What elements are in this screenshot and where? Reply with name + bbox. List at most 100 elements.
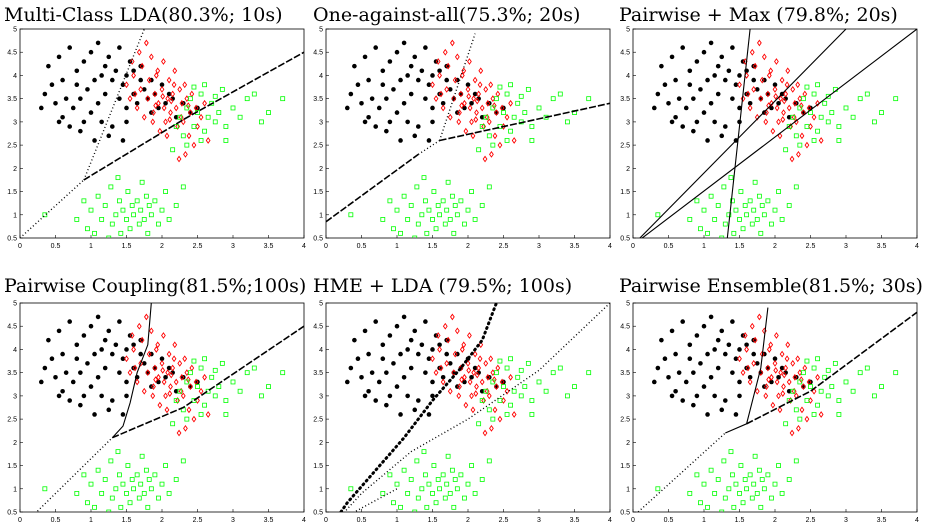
data-point-dot [60,114,65,120]
data-point-dot [673,114,678,120]
data-point-diamond [474,383,479,390]
data-point-dot [676,96,682,101]
data-point-square [515,100,521,106]
data-point-dot [652,379,657,385]
data-point-dot [426,356,432,362]
data-point-diamond [776,118,781,126]
data-point-dot [88,323,94,329]
x-tick-label: 0 [18,517,22,524]
data-point-square [543,388,549,394]
data-point-dot [138,77,143,83]
y-tick-label: 3 [319,119,323,126]
data-point-square [216,384,222,390]
data-point-square [177,114,183,120]
x-tick-label: 2.5 [499,517,509,524]
data-point-square [421,175,427,181]
data-point-diamond [798,102,804,110]
data-point-square [447,491,453,496]
data-point-diamond [172,67,178,75]
data-point-dot [412,407,418,413]
data-point-square [730,472,735,478]
data-point-diamond [774,104,780,112]
data-point-diamond [156,99,161,107]
data-point-dot [687,342,693,348]
data-point-diamond [770,401,776,409]
data-point-diamond [792,99,798,107]
data-point-diamond [136,322,142,330]
data-point-dot [655,365,661,371]
data-point-diamond [752,336,758,344]
data-point-square [398,504,403,510]
data-point-square [742,203,748,208]
data-point-square [772,481,778,487]
data-point-diamond [768,67,774,75]
data-point-dot [81,59,87,64]
data-point-square [159,207,165,213]
data-point-diamond [451,95,457,103]
data-point-dot [694,59,700,64]
data-point-diamond [189,364,195,372]
data-point-diamond [141,113,147,121]
data-point-diamond [511,411,517,418]
data-point-dot [117,96,122,101]
data-point-square [146,477,152,482]
data-point-square [139,453,145,459]
data-point-diamond [191,141,197,149]
y-tick-label: 5 [319,27,323,34]
data-point-diamond [799,406,805,414]
data-point-square [698,226,703,232]
data-point-diamond [483,85,489,93]
data-point-diamond [183,151,188,158]
x-tick-label: 0.5 [664,243,674,250]
data-point-square [187,370,193,376]
data-point-square [483,114,489,120]
panel-title: HME + LDA (79.5%; 100s) [313,275,572,297]
data-point-square [440,472,446,478]
data-point-square [730,198,735,204]
data-point-diamond [141,387,147,395]
data-point-dot [170,370,175,375]
data-point-square [721,184,727,190]
data-point-square [129,477,135,482]
x-tick-label: 3.5 [570,517,580,524]
data-point-diamond [145,95,151,103]
data-point-square [42,486,48,492]
data-point-square [508,128,514,134]
data-point-square [843,105,849,111]
data-point-square [454,486,460,492]
y-tick-label: 1.5 [313,189,323,196]
data-point-square [754,491,760,496]
data-point-dot [348,365,354,371]
data-point-diamond [167,390,173,397]
data-point-square [458,472,464,478]
data-point-diamond [466,92,472,100]
data-point-dot [78,402,83,408]
data-point-diamond [786,378,792,386]
data-point-diamond [136,48,142,56]
data-point-square [444,207,450,213]
data-point-dot [673,77,678,83]
data-point-square [74,491,80,496]
data-point-dot [60,351,65,357]
data-point-dot [85,87,90,92]
y-tick-label: 4 [319,73,323,80]
data-point-dot [712,393,717,399]
data-point-square [893,370,899,376]
data-point-diamond [773,92,779,100]
data-point-diamond [752,62,758,70]
data-point-square [166,491,172,496]
x-tick-label: 4 [915,517,919,524]
x-tick-label: 0 [324,243,328,250]
data-point-square [776,189,781,194]
data-point-dot [56,328,62,334]
data-point-diamond [433,369,439,377]
data-point-dot [723,351,728,357]
data-point-dot [469,101,474,106]
data-point-diamond [796,425,801,432]
data-point-diamond [435,58,441,65]
data-point-square [497,398,503,403]
data-point-square [81,198,87,204]
data-point-dot [53,101,58,106]
panel-3: Pairwise + Max (79.8%; 20s)0 0.5 1 1.5 2 2.5 3… [619,4,919,250]
